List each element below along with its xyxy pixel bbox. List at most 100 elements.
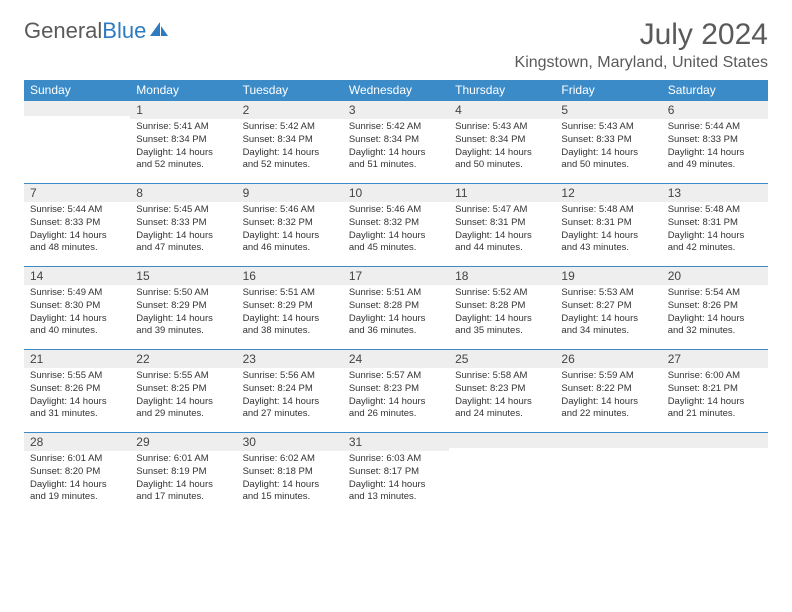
sunrise-text: Sunrise: 5:55 AM	[136, 370, 230, 383]
sunset-text: Sunset: 8:34 PM	[243, 134, 337, 147]
day-number: 21	[24, 349, 130, 368]
day-number: 24	[343, 349, 449, 368]
day-data: Sunrise: 5:46 AMSunset: 8:32 PMDaylight:…	[237, 202, 343, 259]
day-data: Sunrise: 5:55 AMSunset: 8:25 PMDaylight:…	[130, 368, 236, 425]
sunset-text: Sunset: 8:17 PM	[349, 466, 443, 479]
daylight-text: Daylight: 14 hours and 39 minutes.	[136, 313, 230, 339]
sunrise-text: Sunrise: 5:58 AM	[455, 370, 549, 383]
sunset-text: Sunset: 8:26 PM	[668, 300, 762, 313]
day-number: 11	[449, 183, 555, 202]
sunrise-text: Sunrise: 5:45 AM	[136, 204, 230, 217]
calendar-day-cell: 3Sunrise: 5:42 AMSunset: 8:34 PMDaylight…	[343, 100, 449, 183]
sunrise-text: Sunrise: 5:44 AM	[30, 204, 124, 217]
sunrise-text: Sunrise: 5:42 AM	[243, 121, 337, 134]
sunrise-text: Sunrise: 6:01 AM	[136, 453, 230, 466]
calendar-day-cell: 6Sunrise: 5:44 AMSunset: 8:33 PMDaylight…	[662, 100, 768, 183]
sunrise-text: Sunrise: 5:48 AM	[668, 204, 762, 217]
calendar-week-row: 1Sunrise: 5:41 AMSunset: 8:34 PMDaylight…	[24, 100, 768, 183]
calendar-day-cell: 11Sunrise: 5:47 AMSunset: 8:31 PMDayligh…	[449, 183, 555, 266]
day-number: 26	[555, 349, 661, 368]
sunrise-text: Sunrise: 5:54 AM	[668, 287, 762, 300]
sunrise-text: Sunrise: 5:43 AM	[561, 121, 655, 134]
header: GeneralBlue July 2024 Kingstown, Marylan…	[24, 18, 768, 72]
calendar-day-cell: 2Sunrise: 5:42 AMSunset: 8:34 PMDaylight…	[237, 100, 343, 183]
day-number	[449, 432, 555, 448]
day-data: Sunrise: 5:48 AMSunset: 8:31 PMDaylight:…	[662, 202, 768, 259]
sunset-text: Sunset: 8:34 PM	[349, 134, 443, 147]
day-number: 19	[555, 266, 661, 285]
sunset-text: Sunset: 8:26 PM	[30, 383, 124, 396]
sunrise-text: Sunrise: 5:51 AM	[349, 287, 443, 300]
calendar-day-cell: 15Sunrise: 5:50 AMSunset: 8:29 PMDayligh…	[130, 266, 236, 349]
day-number: 30	[237, 432, 343, 451]
day-number: 15	[130, 266, 236, 285]
daylight-text: Daylight: 14 hours and 22 minutes.	[561, 396, 655, 422]
calendar-day-cell: 24Sunrise: 5:57 AMSunset: 8:23 PMDayligh…	[343, 349, 449, 432]
calendar-day-cell: 10Sunrise: 5:46 AMSunset: 8:32 PMDayligh…	[343, 183, 449, 266]
day-number: 16	[237, 266, 343, 285]
day-number: 14	[24, 266, 130, 285]
calendar-day-cell: 4Sunrise: 5:43 AMSunset: 8:34 PMDaylight…	[449, 100, 555, 183]
calendar-day-cell: 26Sunrise: 5:59 AMSunset: 8:22 PMDayligh…	[555, 349, 661, 432]
day-data: Sunrise: 5:42 AMSunset: 8:34 PMDaylight:…	[237, 119, 343, 176]
calendar-day-cell	[24, 100, 130, 183]
sunrise-text: Sunrise: 5:57 AM	[349, 370, 443, 383]
sunrise-text: Sunrise: 5:59 AM	[561, 370, 655, 383]
sunrise-text: Sunrise: 5:42 AM	[349, 121, 443, 134]
day-data: Sunrise: 5:52 AMSunset: 8:28 PMDaylight:…	[449, 285, 555, 342]
title-block: July 2024 Kingstown, Maryland, United St…	[515, 18, 768, 72]
sunrise-text: Sunrise: 5:43 AM	[455, 121, 549, 134]
sunrise-text: Sunrise: 5:50 AM	[136, 287, 230, 300]
sunrise-text: Sunrise: 5:46 AM	[243, 204, 337, 217]
daylight-text: Daylight: 14 hours and 19 minutes.	[30, 479, 124, 505]
calendar-day-cell: 8Sunrise: 5:45 AMSunset: 8:33 PMDaylight…	[130, 183, 236, 266]
day-number: 6	[662, 100, 768, 119]
calendar-day-cell: 1Sunrise: 5:41 AMSunset: 8:34 PMDaylight…	[130, 100, 236, 183]
calendar-day-cell: 28Sunrise: 6:01 AMSunset: 8:20 PMDayligh…	[24, 432, 130, 515]
daylight-text: Daylight: 14 hours and 45 minutes.	[349, 230, 443, 256]
day-data: Sunrise: 6:01 AMSunset: 8:20 PMDaylight:…	[24, 451, 130, 508]
sunrise-text: Sunrise: 5:49 AM	[30, 287, 124, 300]
day-number: 2	[237, 100, 343, 119]
sunrise-text: Sunrise: 5:44 AM	[668, 121, 762, 134]
day-number: 4	[449, 100, 555, 119]
sunset-text: Sunset: 8:25 PM	[136, 383, 230, 396]
calendar-day-cell	[662, 432, 768, 515]
calendar-page: GeneralBlue July 2024 Kingstown, Marylan…	[0, 0, 792, 533]
day-number: 12	[555, 183, 661, 202]
calendar-week-row: 21Sunrise: 5:55 AMSunset: 8:26 PMDayligh…	[24, 349, 768, 432]
day-data: Sunrise: 6:01 AMSunset: 8:19 PMDaylight:…	[130, 451, 236, 508]
day-number: 31	[343, 432, 449, 451]
sunset-text: Sunset: 8:21 PM	[668, 383, 762, 396]
day-data: Sunrise: 5:47 AMSunset: 8:31 PMDaylight:…	[449, 202, 555, 259]
sunset-text: Sunset: 8:23 PM	[455, 383, 549, 396]
sunrise-text: Sunrise: 5:46 AM	[349, 204, 443, 217]
calendar-day-cell: 29Sunrise: 6:01 AMSunset: 8:19 PMDayligh…	[130, 432, 236, 515]
calendar-week-row: 28Sunrise: 6:01 AMSunset: 8:20 PMDayligh…	[24, 432, 768, 515]
daylight-text: Daylight: 14 hours and 35 minutes.	[455, 313, 549, 339]
daylight-text: Daylight: 14 hours and 36 minutes.	[349, 313, 443, 339]
daylight-text: Daylight: 14 hours and 43 minutes.	[561, 230, 655, 256]
calendar-day-cell: 23Sunrise: 5:56 AMSunset: 8:24 PMDayligh…	[237, 349, 343, 432]
calendar-day-cell	[555, 432, 661, 515]
daylight-text: Daylight: 14 hours and 31 minutes.	[30, 396, 124, 422]
day-data: Sunrise: 6:02 AMSunset: 8:18 PMDaylight:…	[237, 451, 343, 508]
day-data: Sunrise: 5:57 AMSunset: 8:23 PMDaylight:…	[343, 368, 449, 425]
day-data: Sunrise: 5:58 AMSunset: 8:23 PMDaylight:…	[449, 368, 555, 425]
weekday-header: Tuesday	[237, 80, 343, 100]
daylight-text: Daylight: 14 hours and 34 minutes.	[561, 313, 655, 339]
daylight-text: Daylight: 14 hours and 26 minutes.	[349, 396, 443, 422]
calendar-day-cell	[449, 432, 555, 515]
calendar-day-cell: 27Sunrise: 6:00 AMSunset: 8:21 PMDayligh…	[662, 349, 768, 432]
weekday-header: Sunday	[24, 80, 130, 100]
daylight-text: Daylight: 14 hours and 52 minutes.	[136, 147, 230, 173]
day-data: Sunrise: 5:44 AMSunset: 8:33 PMDaylight:…	[662, 119, 768, 176]
calendar-day-cell: 31Sunrise: 6:03 AMSunset: 8:17 PMDayligh…	[343, 432, 449, 515]
sunrise-text: Sunrise: 5:41 AM	[136, 121, 230, 134]
weekday-header: Monday	[130, 80, 236, 100]
brand-part2: Blue	[102, 18, 146, 44]
calendar-day-cell: 14Sunrise: 5:49 AMSunset: 8:30 PMDayligh…	[24, 266, 130, 349]
sunrise-text: Sunrise: 5:48 AM	[561, 204, 655, 217]
sunset-text: Sunset: 8:34 PM	[455, 134, 549, 147]
daylight-text: Daylight: 14 hours and 32 minutes.	[668, 313, 762, 339]
